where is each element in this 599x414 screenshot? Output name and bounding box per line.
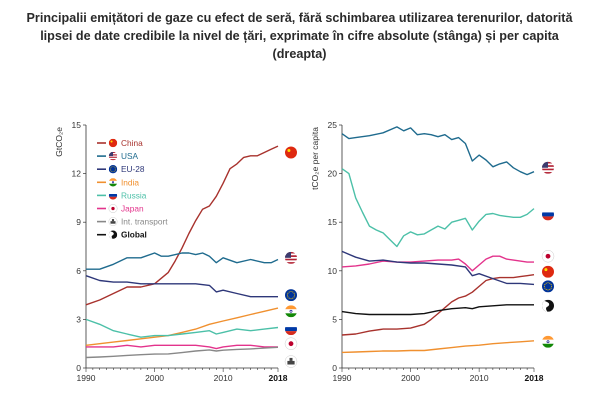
globe-icon (542, 299, 554, 312)
usa-flag-icon (285, 251, 297, 264)
x-tick-label: 2018 (525, 373, 544, 383)
ship-icon (108, 217, 118, 227)
x-tick-label: 1990 (333, 373, 352, 383)
y-axis-label: GtCO₂e (54, 127, 64, 157)
series-line-japan (86, 344, 278, 350)
series-line-int-transport (85, 346, 279, 359)
series-line-global (341, 304, 534, 316)
series-line-russia (341, 168, 535, 248)
y-tick-label: 15 (328, 217, 338, 227)
series-line-eu-28 (341, 250, 535, 286)
series-line-eu-28 (85, 275, 278, 298)
x-tick-label: 1990 (77, 373, 96, 383)
series-line-china (341, 274, 535, 336)
y-tick-label: 5 (332, 314, 337, 324)
x-tick-label: 2010 (470, 373, 489, 383)
chart-title: Principalii emițători de gaze cu efect d… (26, 11, 573, 61)
eu-flag-icon (542, 280, 554, 293)
india-flag-icon (542, 335, 554, 348)
usa-flag-icon (542, 161, 554, 174)
y-tick-label: 6 (76, 266, 81, 276)
globe-icon (108, 230, 118, 239)
usa-flag-icon (108, 151, 118, 161)
legend-label: China (121, 138, 143, 148)
series-line-india (85, 307, 279, 346)
x-tick-label: 2018 (269, 373, 288, 383)
japan-flag-icon (108, 204, 118, 213)
y-tick-label: 15 (72, 120, 82, 130)
eu-flag-icon (108, 165, 118, 174)
china-flag-icon (542, 265, 554, 278)
series-line-india (341, 340, 535, 354)
chart-absolute-emissions: 0 3 6 9 12 15 GtCO₂e 1990 2000 2010 2018 China USA EU… (54, 120, 298, 383)
eu-flag-icon (285, 289, 297, 302)
legend-item-int-transport: Int. transport (97, 217, 168, 227)
end-icons (541, 161, 555, 348)
series-lines (341, 126, 535, 354)
y-tick-label: 10 (328, 266, 338, 276)
russia-flag-icon (285, 323, 297, 336)
legend-label: Russia (121, 190, 147, 200)
x-axis: 1990 2000 2010 2018 (77, 367, 288, 383)
japan-flag-icon (541, 249, 555, 263)
russia-flag-icon (108, 191, 118, 200)
legend-item-usa: USA (97, 151, 139, 161)
legend-item-russia: Russia (97, 190, 147, 200)
india-flag-icon (285, 305, 297, 318)
china-flag-icon (285, 146, 297, 159)
x-tick-label: 2000 (145, 373, 164, 383)
legend-item-japan: Japan (97, 204, 144, 214)
legend-item-global: Global (97, 230, 147, 240)
legend-item-india: India (97, 177, 139, 187)
y-tick-label: 0 (76, 363, 81, 373)
legend: China USA EU-28 India Russia Japan Int. transp… (97, 138, 168, 240)
japan-flag-icon (284, 337, 298, 350)
legend-label: Int. transport (121, 217, 168, 227)
y-axis: 0 5 10 15 20 25 tCO₂e per capita (310, 120, 343, 373)
legend-label: Japan (121, 204, 144, 214)
legend-label: USA (121, 151, 139, 161)
series-line-russia (85, 318, 279, 338)
legend-item-china: China (97, 138, 143, 148)
ship-icon (284, 355, 298, 368)
y-tick-label: 20 (328, 169, 338, 179)
x-axis: 1990 2000 2010 2018 (333, 367, 544, 383)
series-line-china (85, 145, 279, 306)
y-tick-label: 25 (328, 120, 338, 130)
y-axis: 0 3 6 9 12 15 GtCO₂e (54, 120, 87, 373)
legend-item-eu-28: EU-28 (97, 164, 145, 174)
series-line-usa (86, 252, 279, 270)
legend-label: Global (121, 230, 147, 240)
legend-label: India (121, 177, 139, 187)
india-flag-icon (108, 178, 118, 187)
series-line-usa (341, 126, 535, 176)
chart-per-capita-emissions: 0 5 10 15 20 25 tCO₂e per capita 1990 2000 2010 20… (310, 120, 555, 383)
x-tick-label: 2000 (401, 373, 420, 383)
y-tick-label: 9 (76, 217, 81, 227)
y-tick-label: 0 (332, 363, 337, 373)
legend-label: EU-28 (121, 164, 145, 174)
y-tick-label: 3 (76, 314, 81, 324)
end-icons (284, 146, 298, 368)
series-lines (85, 145, 279, 359)
y-axis-label: tCO₂e per capita (310, 127, 320, 190)
x-tick-label: 2010 (214, 373, 233, 383)
russia-flag-icon (542, 208, 554, 221)
y-tick-label: 12 (72, 169, 82, 179)
china-flag-icon (108, 138, 118, 148)
